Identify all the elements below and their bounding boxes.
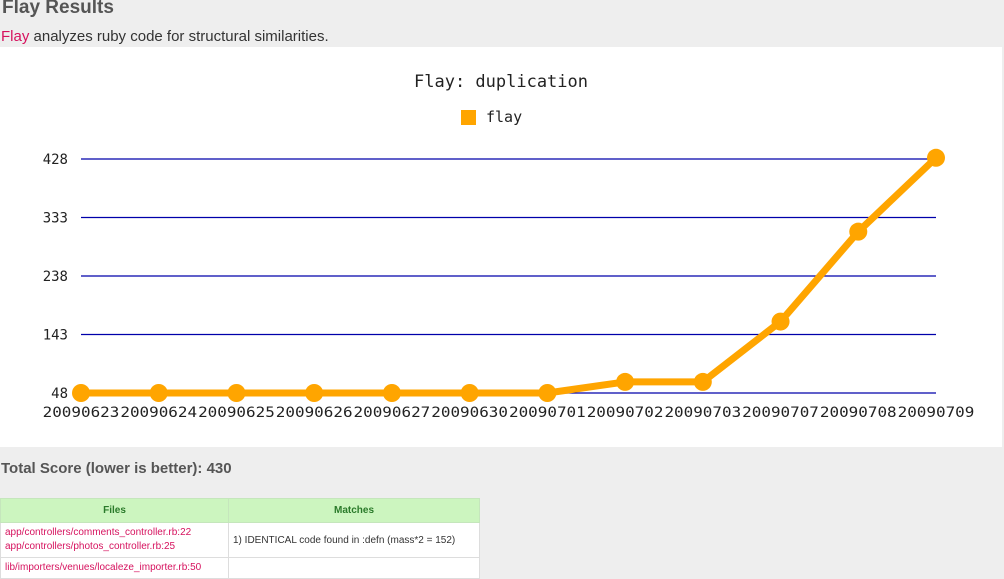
match-cell: 1) IDENTICAL code found in :defn (mass*2… xyxy=(228,522,480,558)
x-tick-label: 20090703 xyxy=(664,405,741,421)
file-link[interactable]: app/controllers/comments_controller.rb:2… xyxy=(5,527,192,538)
files-cell: lib/importers/venues/localeze_importer.r… xyxy=(0,557,229,579)
data-point xyxy=(227,384,246,402)
data-point xyxy=(149,384,168,402)
chart-title: Flay: duplication xyxy=(414,72,588,92)
intro-text: Flay analyzes ruby code for structural s… xyxy=(1,28,329,45)
series-flay xyxy=(72,148,945,402)
match-cell xyxy=(228,557,480,579)
x-tick-label: 20090626 xyxy=(276,405,353,421)
files-header: Files xyxy=(0,498,229,523)
x-tick-label: 20090625 xyxy=(198,405,275,421)
y-tick-label: 333 xyxy=(43,211,68,227)
intro-description: analyzes ruby code for structural simila… xyxy=(29,28,329,45)
file-link[interactable]: app/controllers/photos_controller.rb:25 xyxy=(5,541,176,552)
x-tick-label: 20090709 xyxy=(898,405,975,421)
total-score: Total Score (lower is better): 430 xyxy=(1,460,232,477)
x-tick-label: 20090708 xyxy=(820,405,897,421)
y-tick-label: 238 xyxy=(43,269,68,285)
x-tick-label: 20090624 xyxy=(120,405,197,421)
x-tick-label: 20090707 xyxy=(742,405,819,421)
series-line xyxy=(81,155,939,397)
x-tick-label: 20090630 xyxy=(431,405,508,421)
matches-header: Matches xyxy=(228,498,480,523)
data-point xyxy=(849,222,868,241)
grid-lines xyxy=(81,158,936,394)
data-point xyxy=(460,384,479,402)
y-tick-label: 48 xyxy=(51,386,68,402)
chart-container: Flay: duplication flay 48 143 238 333 428 20… xyxy=(0,47,1002,447)
table-row: app/controllers/comments_controller.rb:2… xyxy=(0,522,480,558)
data-point xyxy=(382,384,401,402)
legend-label: flay xyxy=(486,108,522,126)
data-point xyxy=(616,372,635,391)
duplication-chart: Flay: duplication flay 48 143 238 333 428 20… xyxy=(43,72,975,421)
data-point xyxy=(305,384,324,402)
file-link[interactable]: lib/importers/venues/localeze_importer.r… xyxy=(5,562,202,573)
x-tick-label: 20090701 xyxy=(509,405,586,421)
y-axis-ticks: 48 143 238 333 428 xyxy=(43,152,68,402)
table-row: lib/importers/venues/localeze_importer.r… xyxy=(0,557,480,579)
data-point xyxy=(693,372,712,391)
files-cell: app/controllers/comments_controller.rb:2… xyxy=(0,522,229,558)
page-title: Flay Results xyxy=(2,0,114,18)
data-point xyxy=(927,148,945,167)
data-point xyxy=(771,312,790,331)
y-tick-label: 143 xyxy=(43,328,68,344)
data-point xyxy=(72,384,90,402)
flay-link[interactable]: Flay xyxy=(1,28,30,45)
data-point xyxy=(538,384,557,402)
x-tick-label: 20090623 xyxy=(43,405,120,421)
y-tick-label: 428 xyxy=(43,152,68,168)
legend-swatch xyxy=(461,110,476,125)
x-tick-label: 20090627 xyxy=(354,405,431,421)
x-axis-ticks: 20090623 20090624 20090625 20090626 20090627… xyxy=(43,405,975,421)
table-header-row: Files Matches xyxy=(0,498,480,523)
results-table: Files Matches app/controllers/comments_c… xyxy=(0,498,480,579)
x-tick-label: 20090702 xyxy=(587,405,664,421)
